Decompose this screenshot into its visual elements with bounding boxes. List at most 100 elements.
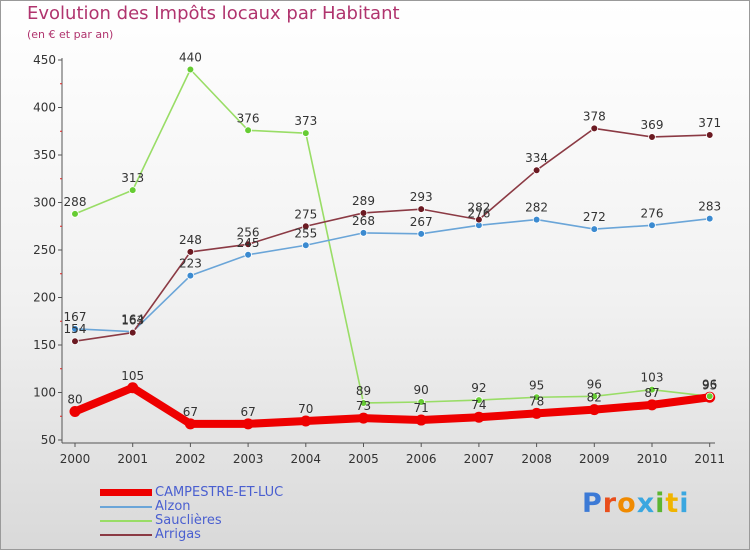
data-point	[705, 214, 714, 223]
data-label: 163	[121, 314, 144, 328]
series-line-arrigas	[74, 127, 711, 343]
x-tick-label: 2003	[233, 452, 264, 466]
x-tick-label: 2008	[521, 452, 552, 466]
y-tick-label: 250	[33, 243, 56, 257]
data-point	[532, 215, 541, 224]
data-label: 89	[356, 384, 371, 398]
data-point	[244, 250, 252, 259]
data-point	[359, 209, 368, 217]
data-label: 282	[525, 201, 548, 215]
data-point	[590, 124, 599, 133]
x-tick-label: 2006	[406, 452, 437, 466]
data-label: 67	[183, 405, 198, 419]
data-label: 313	[121, 171, 144, 185]
data-label: 90	[414, 383, 429, 397]
data-label: 74	[471, 398, 486, 412]
proxiti-logo: Proxiti	[582, 488, 690, 519]
series-line-sauclières	[74, 68, 711, 404]
data-label: 275	[294, 207, 317, 221]
x-tick-label: 2002	[175, 452, 206, 466]
data-point	[473, 411, 485, 423]
data-label: 289	[352, 194, 375, 208]
data-point	[300, 415, 312, 427]
data-label: 268	[352, 214, 375, 228]
data-point	[588, 404, 600, 416]
chart-title: Evolution des Impôts locaux par Habitant	[27, 3, 400, 24]
data-label: 105	[121, 369, 144, 383]
data-label: 371	[698, 116, 721, 130]
data-point	[532, 166, 541, 175]
data-point	[127, 382, 139, 394]
data-point	[301, 222, 310, 231]
data-point	[184, 418, 196, 430]
data-point	[590, 225, 599, 233]
data-label: 369	[641, 118, 664, 132]
data-label: 267	[410, 215, 433, 229]
x-tick-label: 2007	[464, 452, 495, 466]
data-label: 376	[237, 111, 260, 125]
data-point	[301, 129, 310, 137]
data-point	[358, 412, 369, 424]
data-point	[531, 407, 543, 419]
legend-label-campestre: CAMPESTRE-ET-LUC	[155, 485, 284, 500]
x-tick-label: 2009	[579, 452, 610, 466]
data-point	[648, 221, 656, 230]
y-tick-label: 450	[33, 53, 56, 67]
data-point	[242, 418, 254, 430]
data-label: 82	[587, 391, 602, 405]
data-label: 103	[641, 371, 664, 385]
data-label: 282	[467, 201, 490, 215]
data-label: 73	[356, 399, 371, 413]
legend-label-sauclieres: Sauclières	[155, 513, 222, 528]
x-tick-label: 2000	[60, 452, 91, 466]
data-point	[69, 406, 81, 417]
data-label: 245	[237, 236, 260, 250]
data-label: 154	[64, 322, 87, 336]
data-point	[71, 210, 79, 218]
data-point	[648, 133, 656, 141]
data-point	[475, 215, 483, 224]
data-point	[417, 398, 426, 406]
data-label: 67	[240, 405, 255, 419]
data-label: 95	[529, 378, 544, 392]
legend-label-alzon: Alzon	[155, 499, 191, 514]
data-point	[417, 205, 426, 213]
data-point	[415, 414, 427, 426]
y-tick-label: 200	[33, 291, 56, 305]
data-label: 276	[641, 206, 664, 220]
y-tick-label: 100	[33, 386, 56, 400]
data-point	[186, 65, 195, 74]
data-label: 373	[294, 114, 317, 128]
data-point	[71, 337, 79, 346]
data-label: 96	[702, 377, 717, 391]
data-point	[590, 392, 599, 401]
data-point	[128, 186, 137, 194]
legend-swatch-arrigas	[100, 534, 152, 536]
x-tick-label: 2004	[291, 452, 322, 466]
y-tick-label: 300	[33, 196, 56, 210]
data-label: 92	[471, 381, 486, 395]
data-point	[359, 399, 368, 407]
data-point	[532, 393, 541, 402]
legend-swatch-campestre	[100, 489, 152, 496]
data-point	[186, 271, 195, 280]
data-point	[186, 248, 195, 256]
data-point	[359, 229, 368, 237]
x-tick-label: 2001	[117, 452, 148, 466]
data-point	[705, 392, 714, 401]
series-line-campestre-et-luc	[71, 383, 714, 428]
data-label: 440	[179, 51, 202, 65]
data-label: 95	[702, 378, 717, 392]
data-label: 71	[414, 401, 429, 415]
data-label: 293	[410, 190, 433, 204]
data-point	[475, 396, 483, 404]
data-point	[71, 325, 79, 333]
data-label: 80	[67, 393, 82, 407]
data-point	[244, 126, 252, 135]
data-label: 283	[698, 200, 721, 214]
data-label: 378	[583, 109, 606, 123]
chart-subtitle: (en € et par an)	[27, 28, 114, 41]
y-tick-label: 400	[33, 101, 56, 115]
